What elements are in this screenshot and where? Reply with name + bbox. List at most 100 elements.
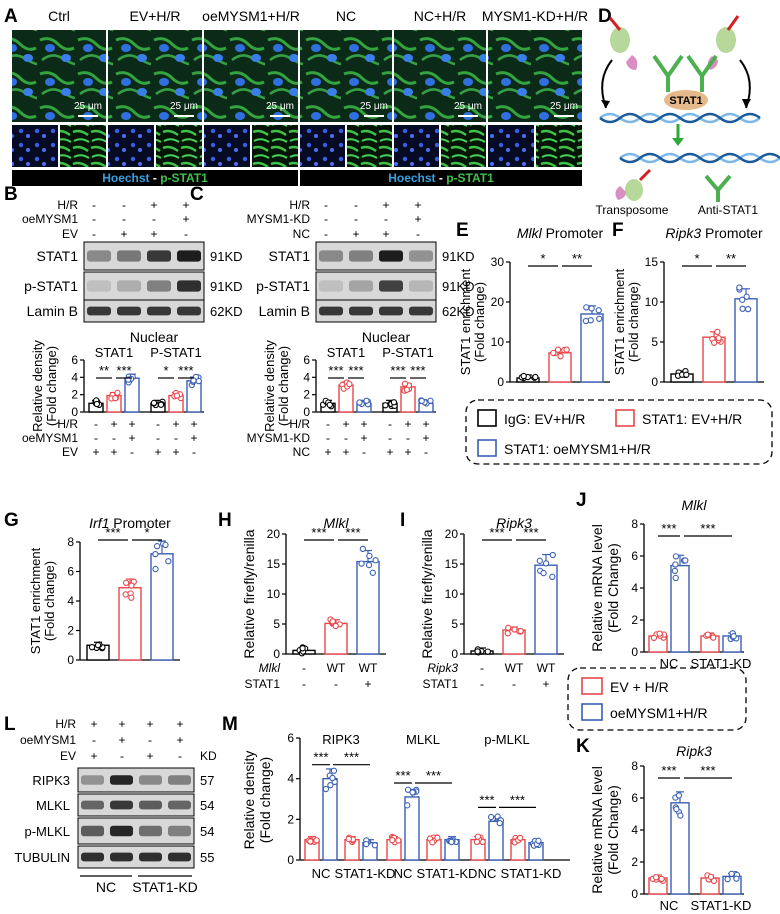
c-bar-2-pt-5 — [363, 397, 370, 404]
m-bar-0-0-pt-4 — [313, 837, 320, 844]
b-blot-label-2: Lamin B — [27, 303, 78, 319]
l-blot-2-band-0 — [81, 825, 104, 837]
m-sig-1-0: *** — [395, 768, 410, 783]
j-bar-2 — [700, 635, 720, 653]
e-bar-2-pt-3 — [582, 317, 590, 325]
f-bar-1-pt-5 — [714, 328, 721, 336]
h-sig-1: *** — [345, 525, 360, 540]
m-group-0: RIPK3 — [322, 732, 360, 747]
c-chart-ytick-label-2: 4 — [303, 370, 310, 384]
f-bar-0-pt-5 — [683, 371, 690, 378]
c-chart-ytick-label-3: 6 — [303, 353, 310, 367]
b-top-cell-1-2: - — [152, 212, 156, 226]
legend-jk-1: oeMYSM1+H/R — [610, 705, 708, 721]
b-top-rowlabel-0: H/R — [57, 198, 78, 212]
b-top-cell-0-1: - — [122, 198, 126, 212]
b-blot-2-band-0 — [87, 306, 111, 316]
c-bar-3-pt-4 — [382, 402, 389, 409]
h-bar-2-pt-4 — [369, 569, 376, 576]
k-bar-3-pt-3 — [724, 875, 731, 883]
scalebar-label-0: 25 μm — [74, 101, 102, 112]
c-bottom-cell-1-2: + — [360, 431, 367, 445]
pstat1-inset-0 — [60, 125, 106, 167]
c-top-cell-1-0: - — [324, 212, 328, 226]
l-top-cell-1-0: - — [92, 733, 96, 747]
b-blot-0-band-0 — [87, 250, 111, 262]
l-blot-0-band-0 — [81, 775, 104, 785]
c-kd-0: 91KD — [442, 249, 475, 264]
m-xlabel-2-0: NC — [478, 866, 497, 881]
l-blot-0-band-3 — [168, 775, 191, 785]
m-bar-2-1 — [488, 820, 504, 861]
e-chart-ytick-label-3: 30 — [491, 255, 505, 269]
b-blot-label-0: STAT1 — [37, 248, 79, 264]
c-ylabel1: Relative density — [262, 340, 277, 432]
scalebar-label-4: 25 μm — [454, 101, 482, 112]
e-sig-1: ** — [572, 251, 582, 266]
m-group-2: p-MLKL — [484, 732, 530, 747]
l-blot-2-band-2 — [139, 825, 162, 837]
transposome-right-arm — [726, 15, 740, 31]
c-top-rowlabel-2: NC — [293, 227, 311, 241]
j-bar-2-pt-5 — [704, 631, 711, 638]
i-row2-0: - — [480, 677, 484, 691]
b-bottom-cell-1-1: - — [112, 431, 116, 445]
b-top-cell-1-0: - — [92, 212, 96, 226]
j-bar-0-pt-4 — [650, 634, 658, 642]
e-title: Mlkl Promoter — [517, 225, 604, 241]
green-arrow-head — [672, 138, 684, 146]
g-ylabel2: (Fold change) — [42, 561, 57, 641]
panel-label-l: L — [4, 714, 16, 735]
e-bar-2 — [580, 313, 604, 383]
f-bar-2-pt-4 — [739, 296, 746, 303]
e-ylabel1: STAT1 enrichment — [458, 268, 473, 375]
j-bar-1-pt-3 — [682, 557, 689, 564]
b-bottom-cell-1-5: + — [190, 431, 197, 445]
i-row2-label: STAT1 — [422, 677, 458, 691]
i-row1-2: WT — [537, 661, 556, 675]
l-blot-label-2: p-MLKL — [24, 824, 70, 839]
l-top-cell-2-2: + — [146, 749, 153, 763]
i-bar-2-pt-1 — [549, 573, 556, 580]
l-top-cell-2-3: - — [178, 749, 182, 763]
c-top-cell-2-2: + — [382, 227, 389, 241]
j-bar-2-pt-2 — [710, 634, 717, 641]
h-chart-ytick-label-4: 20 — [267, 527, 281, 541]
e-bar-1-pt-5 — [563, 346, 570, 353]
c-bottom-cell-2-3: + — [386, 445, 393, 459]
m-bar-0-2-pt-5 — [345, 835, 352, 843]
m-bar-1-2-pt-5 — [429, 839, 436, 846]
m-chart-ytick-label-0: 0 — [287, 853, 294, 867]
f-chart-ytick-label-1: 5 — [651, 335, 658, 349]
panel-a-label-0: Ctrl — [48, 8, 70, 24]
l-blot-2-band-1 — [110, 825, 133, 837]
m-ylabel2: (Fold change) — [257, 757, 273, 843]
legend-transposome-pink — [615, 186, 626, 200]
panel-label-b: B — [4, 184, 18, 205]
c-blot-2-band-2 — [379, 306, 403, 316]
i-bar-1-pt-3 — [504, 630, 511, 637]
m-bar-0-1-pt-5 — [330, 767, 338, 774]
c-kd-2: 62KD — [442, 304, 475, 319]
h-row1-label: Mlkl — [259, 661, 281, 675]
c-blot-2-band-0 — [319, 306, 343, 316]
j-bar-0-pt-5 — [656, 630, 663, 637]
h-chart-ytick-label-0: 0 — [273, 647, 280, 661]
m-sig-2-1: *** — [510, 792, 525, 807]
l-blot-1-band-3 — [168, 800, 191, 810]
legend-ef-0: IgG: EV+H/R — [504, 411, 585, 427]
c-ylabel2: (Fold change) — [276, 346, 291, 426]
hoechst-inset-2 — [204, 125, 250, 167]
k-bar-3-pt-5 — [728, 870, 735, 877]
b-bottom-cell-2-5: - — [192, 445, 196, 459]
l-top-cell-0-1: + — [118, 717, 125, 731]
l-top-cell-2-1: - — [120, 749, 124, 763]
legend-ef-1-swatch — [615, 409, 635, 427]
h-bar-2-pt-5 — [366, 552, 373, 560]
k-chart-ytick-label-2: 4 — [631, 823, 638, 837]
l-blot-3-frame — [77, 845, 195, 869]
m-ylabel1: Relative density — [241, 751, 257, 850]
f-bar-2-pt-5 — [743, 293, 750, 300]
c-bar-5-pt-4 — [418, 397, 425, 405]
b-top-cell-2-2: + — [150, 227, 157, 241]
